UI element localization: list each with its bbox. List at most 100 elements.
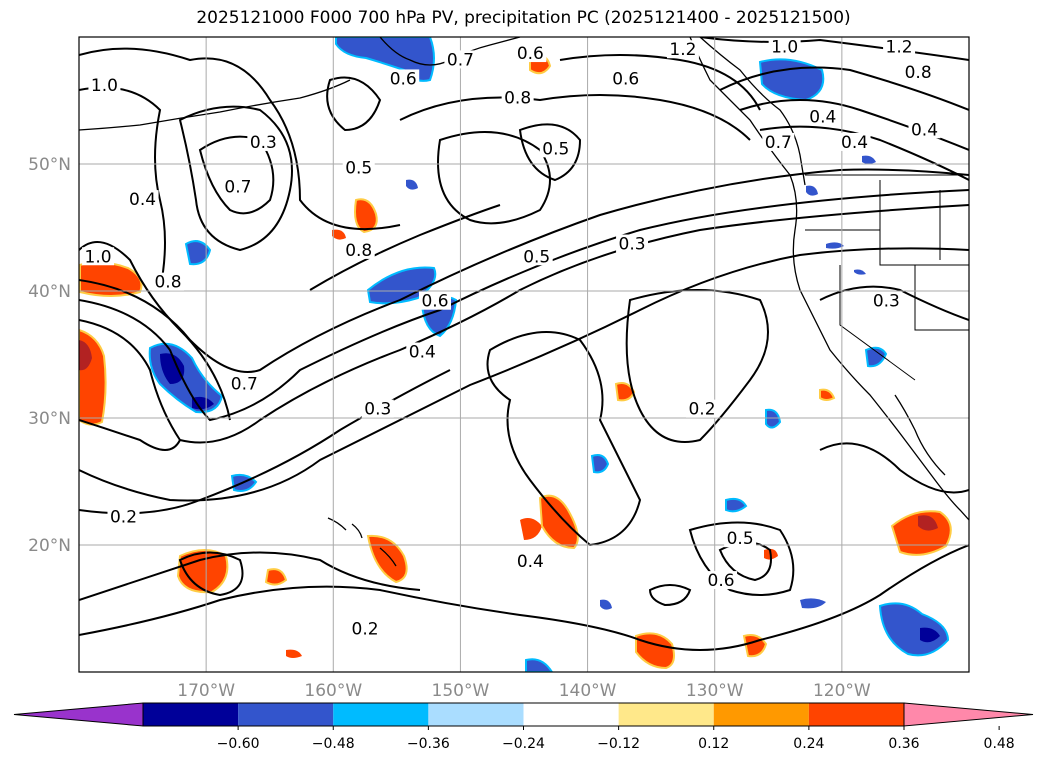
colorbar-tick-label: 0.36	[888, 736, 919, 752]
contour-label: 1.0	[771, 38, 798, 58]
graticule	[79, 37, 969, 672]
precip-area-positive	[819, 388, 836, 401]
contour-label-bg	[419, 291, 451, 310]
state-border	[805, 229, 969, 266]
colorbar-bin	[428, 703, 524, 726]
colorbar-bin	[238, 703, 334, 726]
precip-area-positive	[890, 510, 952, 556]
contour-label: 0.6	[517, 44, 544, 64]
pv-contour-line	[559, 54, 761, 111]
contour-label-bg	[806, 107, 839, 126]
contour-label: 1.2	[669, 40, 696, 60]
contour-label-bg	[520, 247, 553, 266]
lat-tick-label: 50°N	[28, 155, 71, 175]
colorbar-tick-label: −0.60	[217, 736, 260, 752]
coastline	[79, 37, 969, 567]
precip-area-negative	[758, 58, 825, 102]
contour-label: 0.8	[154, 273, 181, 293]
colorbar-tick-label: −0.12	[597, 736, 640, 752]
pv-contour-line	[79, 168, 969, 373]
contour-label: 0.8	[905, 63, 932, 83]
pv-contour-line	[719, 66, 969, 111]
contour-label: 0.2	[352, 619, 379, 639]
coastline-hawaii	[351, 523, 363, 539]
precip-area-positive	[635, 632, 675, 670]
contour-label-bg	[514, 552, 547, 571]
precip-area-positive	[176, 549, 229, 594]
colorbar-extend-min	[13, 702, 144, 727]
contour-label: 1.2	[886, 38, 913, 58]
contour-label: 0.4	[409, 343, 436, 363]
contour-label-bg	[342, 158, 375, 177]
contour-label: 0.2	[688, 400, 715, 420]
coastline-alaska	[379, 37, 521, 66]
contour-label: 1.0	[91, 76, 118, 96]
precip-area-negative	[590, 454, 610, 474]
contour-label-bg	[539, 139, 572, 158]
contour-label-bg	[501, 88, 534, 107]
contour-label: 0.8	[504, 89, 531, 109]
precip-area-positive	[538, 494, 579, 550]
contour-label: 0.3	[364, 400, 391, 420]
pv-contour-line	[648, 584, 692, 607]
contour-label: 0.7	[447, 50, 474, 70]
precip-area-negative	[920, 627, 940, 643]
precip-area-positive	[264, 568, 288, 586]
contour-label-bg	[387, 69, 420, 88]
colorbar: −0.60 −0.48 −0.36 −0.24 −0.12 0.12 0.24 0.36 0.4…	[13, 702, 1034, 752]
contour-label-bg	[247, 132, 280, 151]
contour-label-bg	[228, 374, 261, 393]
contour-label: 0.7	[224, 177, 251, 197]
precip-area-negative	[862, 155, 876, 164]
contour-labels: 1.0 0.3 0.7 0.4 1.0 0.8 0.5 0.8 0.6 0.4 0.3 0.7 0.2 0…	[82, 37, 941, 639]
coastline-hawaii	[327, 517, 347, 531]
precip-area-negative	[806, 185, 818, 196]
precip-area-positive	[918, 515, 938, 531]
contour-label-bg	[342, 240, 375, 259]
contour-label: 0.5	[345, 158, 372, 178]
pv-contour-line	[486, 331, 642, 547]
contour-label-bg	[666, 40, 699, 59]
colorbar-bin	[618, 703, 714, 726]
colorbar-bin	[523, 703, 619, 726]
precip-area-positive	[354, 198, 378, 234]
state-border	[839, 265, 916, 381]
lat-tick-label: 20°N	[28, 536, 71, 556]
contour-label: 0.4	[129, 190, 156, 210]
pv-contour-line	[178, 105, 293, 252]
pv-contour-line	[819, 442, 969, 494]
contour-label-bg	[444, 50, 477, 69]
precip-area-negative	[826, 242, 844, 249]
contour-label: 0.3	[250, 133, 277, 153]
contour-label: 1.0	[85, 247, 112, 267]
coastline-hawaii	[379, 547, 397, 567]
lon-tick-label: 120°W	[813, 681, 871, 701]
contour-label-bg	[609, 69, 642, 88]
contour-label: 0.8	[345, 241, 372, 261]
precip-area-negative	[878, 602, 950, 657]
precip-area-negative	[725, 497, 748, 513]
pv-contour-line	[79, 419, 181, 451]
contour-label: 0.5	[727, 529, 754, 549]
lon-tick-label: 150°W	[432, 681, 490, 701]
precip-area-negative	[864, 346, 888, 368]
colorbar-tick-label: 0.12	[698, 736, 729, 752]
precip-area-positive	[742, 634, 768, 658]
lon-tick-label: 170°W	[177, 681, 235, 701]
contour-label: 0.4	[841, 133, 868, 153]
axis-labels: 170°W 160°W 150°W 140°W 130°W 120°W 50°N 40°N 30…	[28, 155, 871, 701]
coastline-baja	[894, 394, 946, 476]
contour-label: 0.7	[765, 133, 792, 153]
lon-tick-label: 130°W	[686, 681, 744, 701]
contour-label-bg	[361, 399, 394, 418]
pv-contour-line	[699, 37, 969, 61]
colorbar-tick-label: 0.24	[793, 736, 824, 752]
pv-contour-line	[198, 135, 275, 215]
precip-area-positive	[79, 340, 92, 371]
contour-label-bg	[762, 132, 795, 151]
contour-label-bg	[221, 177, 254, 196]
coastline-canada	[699, 37, 806, 186]
precip-area-negative	[406, 179, 418, 190]
precip-area-negative	[854, 269, 866, 275]
precip-area-negative	[800, 598, 826, 609]
